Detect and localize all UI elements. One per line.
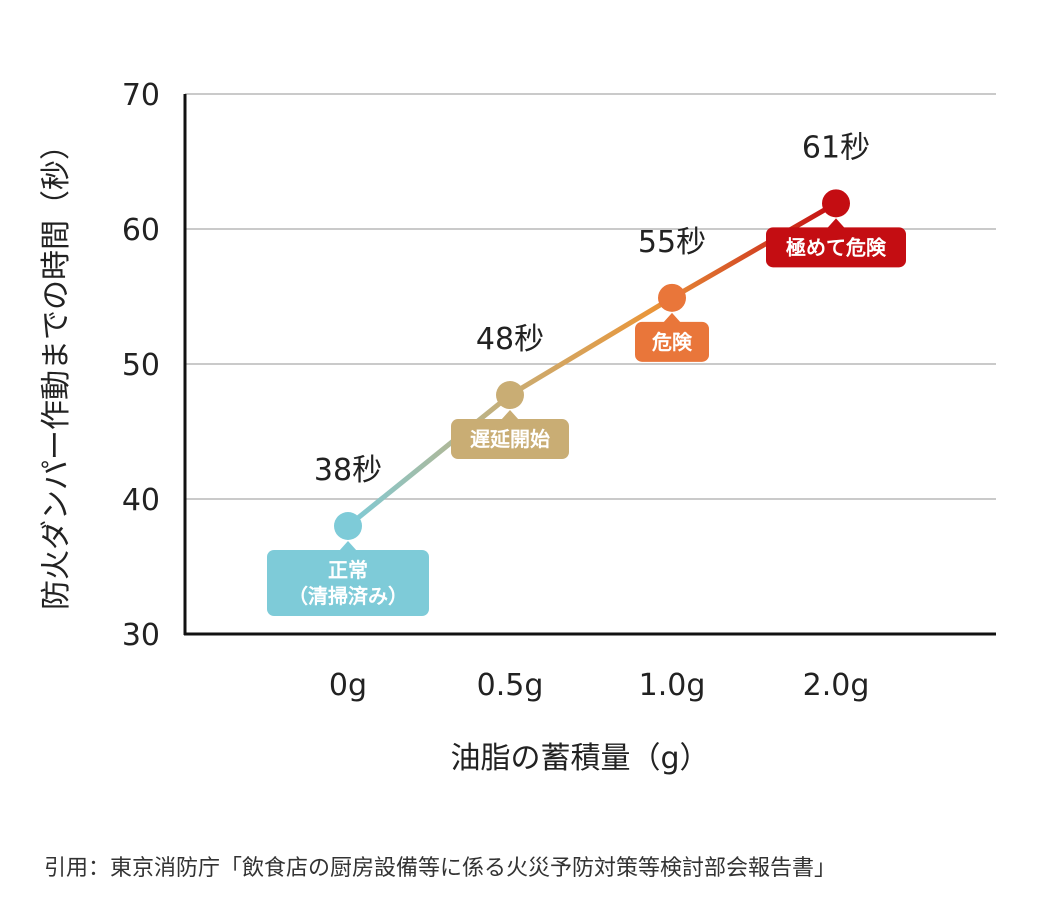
badge-box <box>267 550 429 616</box>
badge-label: 危険 <box>652 330 693 354</box>
data-point <box>334 512 362 540</box>
status-badge: 危険 <box>635 312 709 362</box>
badge-pointer <box>827 218 845 229</box>
data-point <box>658 283 686 312</box>
badge-label: （清掃済み） <box>288 584 408 608</box>
badge-label: 極めて危険 <box>785 235 887 259</box>
badge-box <box>635 321 709 362</box>
y-tick-labels: 30 40 50 60 70 <box>122 78 160 653</box>
badge-box <box>451 419 569 460</box>
badge-label: 遅延開始 <box>470 427 550 451</box>
badge-label: 正常 <box>328 558 368 582</box>
axes <box>183 94 996 636</box>
data-point <box>496 381 524 410</box>
y-tick-label: 30 <box>122 618 160 653</box>
x-tick-label: 2.0g <box>803 668 870 703</box>
status-badge: 遅延開始 <box>451 410 569 460</box>
badge-pointer <box>663 312 681 323</box>
data-point <box>822 189 850 218</box>
y-tick-label: 70 <box>122 78 160 113</box>
status-badge: 正常（清掃済み） <box>267 541 429 616</box>
value-label: 55秒 <box>638 225 706 260</box>
y-tick-label: 40 <box>122 483 160 518</box>
y-axis-title: 防火ダンパー作動までの時間（秒） <box>39 130 74 610</box>
badge-box <box>766 227 906 268</box>
source-note: 引用：東京消防庁「飲食店の厨房設備等に係る火災予防対策等検討部会報告書」 <box>44 856 837 881</box>
y-tick-label: 50 <box>122 348 160 383</box>
x-tick-labels: 0g 0.5g 1.0g 2.0g <box>329 668 869 703</box>
x-axis-title: 油脂の蓄積量（g） <box>450 741 709 776</box>
x-tick-label: 1.0g <box>639 668 706 703</box>
y-tick-label: 60 <box>122 213 160 248</box>
series-line <box>345 200 839 529</box>
badge-pointer <box>339 541 357 551</box>
value-label: 61秒 <box>802 130 870 165</box>
status-badge: 極めて危険 <box>766 218 906 268</box>
grid <box>185 93 996 500</box>
x-tick-label: 0.5g <box>477 668 544 703</box>
badge-pointer <box>501 410 519 421</box>
value-label: 48秒 <box>476 322 544 357</box>
x-tick-label: 0g <box>329 668 367 703</box>
value-label: 38秒 <box>314 453 382 488</box>
